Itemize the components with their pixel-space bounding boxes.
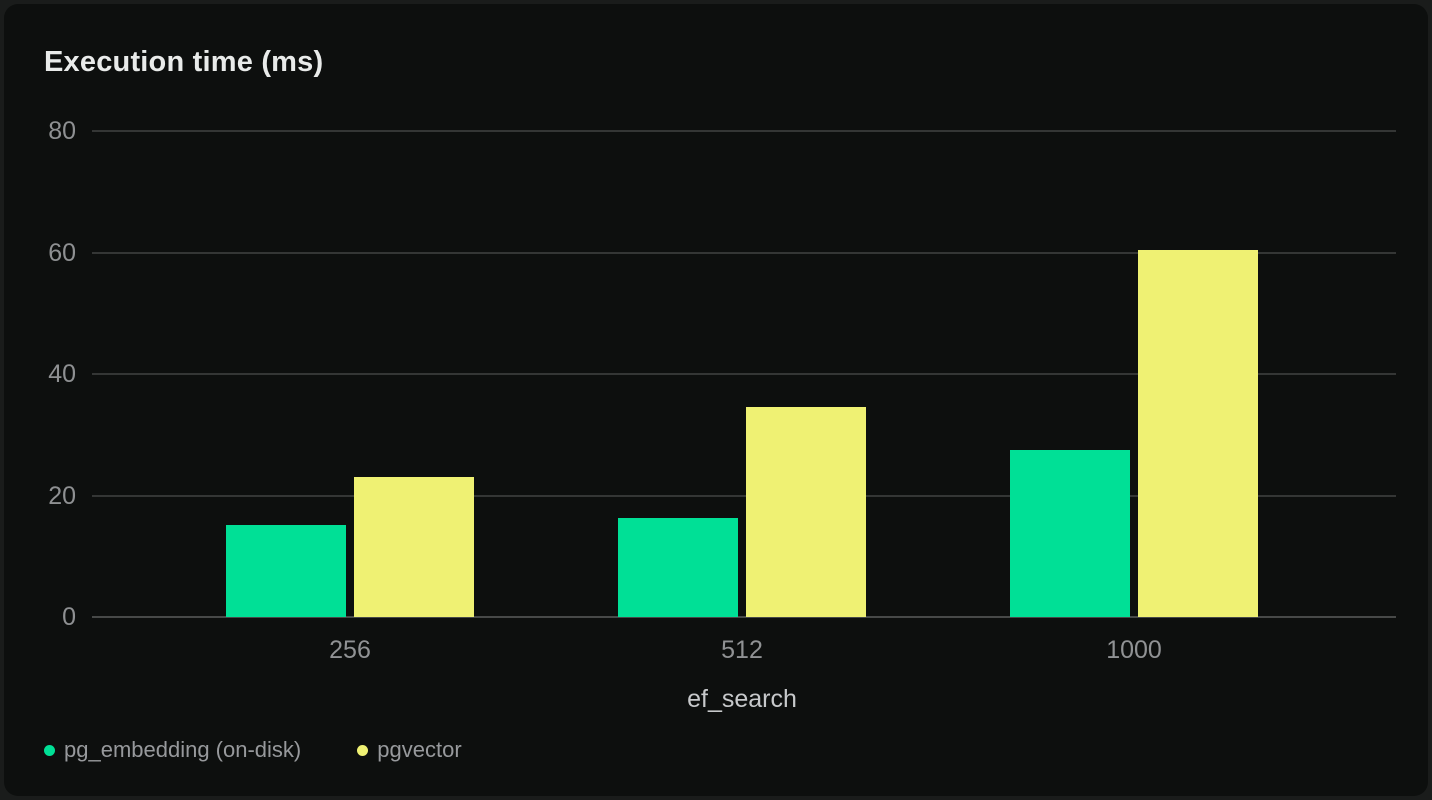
- bar-s0-256: [226, 525, 346, 617]
- gridline-y-40: [92, 373, 1396, 375]
- bar-s1-256: [354, 477, 474, 617]
- gridline-y-80: [92, 130, 1396, 132]
- x-tick-label-256: 256: [329, 636, 371, 664]
- gridline-y-60: [92, 251, 1396, 254]
- bar-s1-512: [746, 407, 866, 617]
- x-axis-title: ef_search: [687, 685, 797, 713]
- legend-label: pg_embedding (on-disk): [64, 737, 302, 762]
- plot-area: 0 20 40 60 80 256 512 1000: [4, 4, 1428, 796]
- legend-label: pgvector: [377, 737, 462, 762]
- gridline-y-20: [92, 494, 1396, 497]
- y-tick-label-0: 0: [62, 603, 76, 631]
- legend-swatch-icon: [44, 744, 55, 756]
- chart-title: Execution time (ms): [44, 46, 324, 78]
- y-tick-label-20: 20: [48, 481, 76, 510]
- x-tick-label-512: 512: [721, 636, 763, 664]
- legend-item-pgvector: pgvector: [357, 737, 462, 763]
- chart-card: Execution time (ms) 0 20 40 60 80 256 512 1000 …: [4, 4, 1428, 796]
- bar-s0-1000: [1010, 449, 1130, 617]
- legend: pg_embedding (on-disk) pgvector: [44, 737, 462, 763]
- legend-item-pg-embedding: pg_embedding (on-disk): [44, 737, 301, 763]
- y-tick-label-40: 40: [48, 360, 76, 388]
- legend-swatch-icon: [357, 744, 369, 756]
- x-tick-label-1000: 1000: [1106, 636, 1162, 664]
- bar-s0-512: [618, 517, 738, 617]
- y-tick-label-80: 80: [48, 117, 76, 145]
- y-tick-label-60: 60: [48, 238, 76, 267]
- gridline-y-0: [92, 616, 1396, 618]
- bar-s1-1000: [1138, 250, 1258, 617]
